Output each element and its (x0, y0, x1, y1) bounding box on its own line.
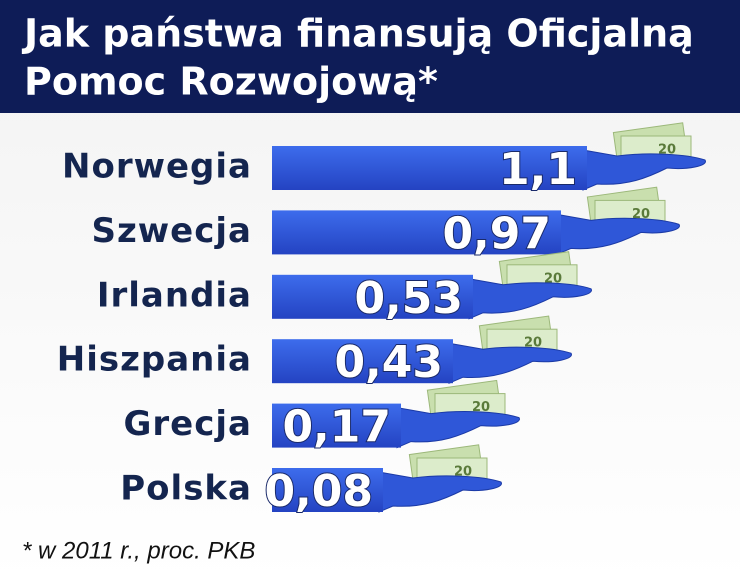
bar (272, 146, 587, 190)
chart-title: Jak państwa finansują Oficjalną (21, 12, 694, 56)
hand (378, 471, 502, 513)
category-label: Szwecja (92, 211, 253, 251)
category-label: Polska (120, 469, 252, 509)
value-label: 0,17 (282, 402, 391, 453)
value-label: 0,43 (334, 337, 443, 388)
bar (272, 468, 383, 512)
bar (272, 339, 453, 384)
value-label: 0,97 (442, 208, 551, 259)
bar (272, 274, 473, 319)
category-label: Hiszpania (57, 340, 252, 380)
category-label: Grecja (124, 404, 253, 444)
bar (272, 403, 401, 448)
value-label: 0,53 (354, 273, 463, 324)
hand (556, 213, 680, 256)
footnote: * w 2011 r., proc. PKB (22, 537, 255, 564)
hand (448, 342, 572, 384)
chart-title: Pomoc Rozwojową* (24, 60, 438, 104)
value-label: 1,1 (499, 144, 577, 195)
category-label: Norwegia (62, 147, 252, 187)
value-label: 0,08 (264, 466, 373, 517)
header (0, 0, 740, 113)
bar (272, 210, 561, 255)
hand (582, 149, 706, 191)
hand (468, 278, 592, 320)
hand (396, 407, 520, 449)
category-label: Irlandia (97, 275, 252, 315)
